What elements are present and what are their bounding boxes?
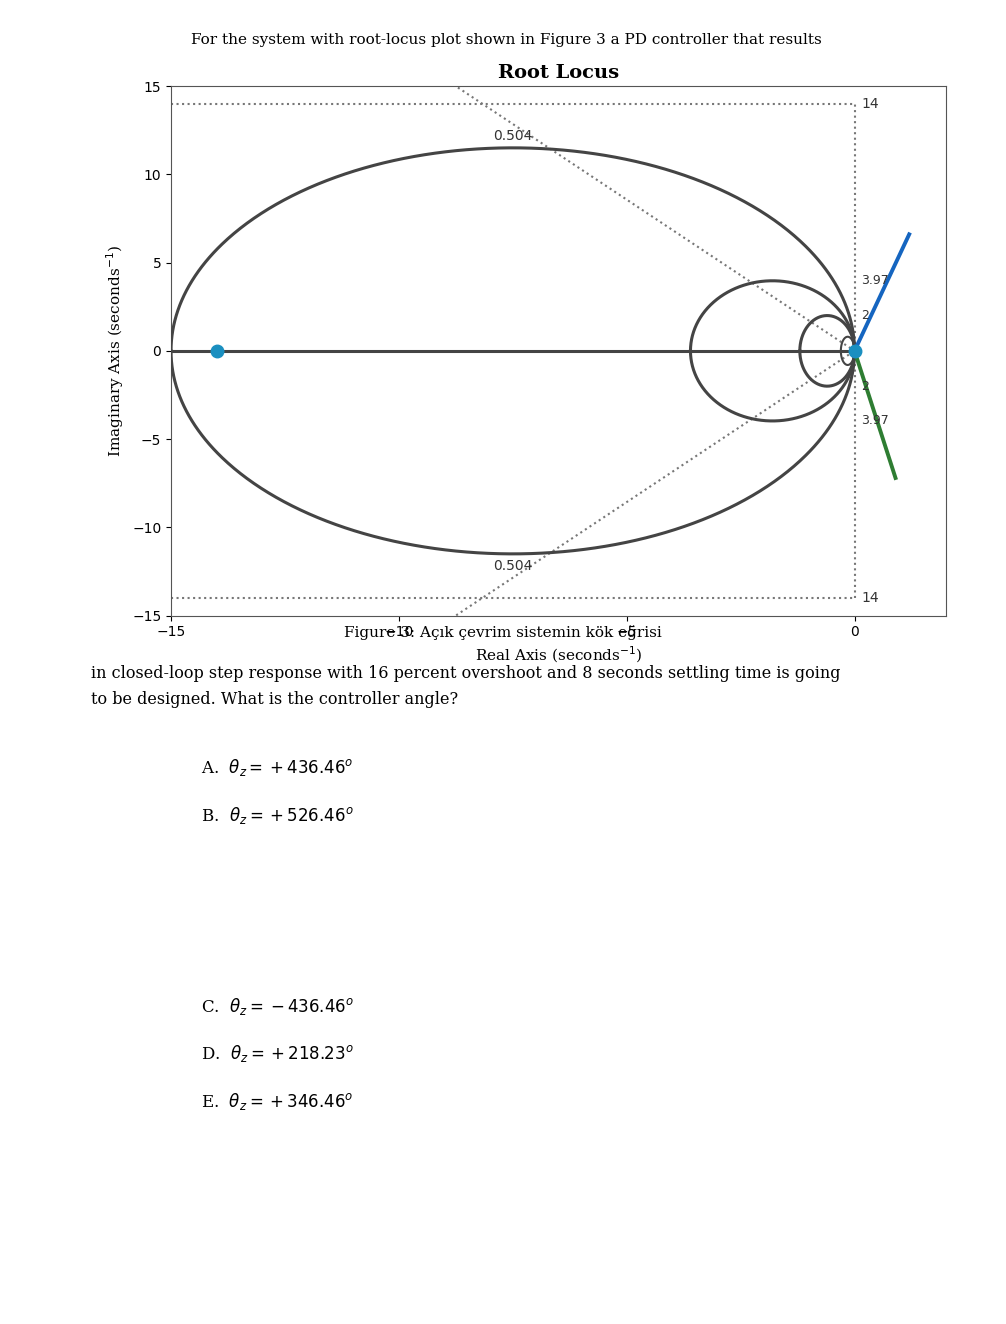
Text: C.  $\theta_z = -436.46^o$: C. $\theta_z = -436.46^o$ xyxy=(201,996,354,1017)
Title: Root Locus: Root Locus xyxy=(498,64,619,82)
Text: E.  $\theta_z = +346.46^o$: E. $\theta_z = +346.46^o$ xyxy=(201,1091,354,1112)
Text: 2: 2 xyxy=(861,308,869,322)
Text: in closed-loop step response with 16 percent overshoot and 8 seconds settling ti: in closed-loop step response with 16 per… xyxy=(91,665,840,708)
X-axis label: Real Axis (seconds$^{-1}$): Real Axis (seconds$^{-1}$) xyxy=(475,645,642,666)
Text: 0.504: 0.504 xyxy=(493,559,532,573)
Text: A.  $\theta_z = +436.46^o$: A. $\theta_z = +436.46^o$ xyxy=(201,757,354,779)
Text: 14: 14 xyxy=(861,97,879,111)
Y-axis label: Imaginary Axis (seconds$^{-1}$): Imaginary Axis (seconds$^{-1}$) xyxy=(105,245,127,457)
Text: D.  $\theta_z = +218.23^o$: D. $\theta_z = +218.23^o$ xyxy=(201,1043,354,1064)
Text: B.  $\theta_z = +526.46^o$: B. $\theta_z = +526.46^o$ xyxy=(201,805,354,826)
Text: 14: 14 xyxy=(861,591,879,605)
Text: 3.97: 3.97 xyxy=(861,274,889,287)
Text: Figure 3: Açık çevrim sistemin kök eğrisi: Figure 3: Açık çevrim sistemin kök eğris… xyxy=(344,625,662,639)
Text: 2: 2 xyxy=(861,380,869,393)
Text: 0.504: 0.504 xyxy=(493,128,532,143)
Text: 3.97: 3.97 xyxy=(861,414,889,428)
Text: For the system with root-locus plot shown in Figure 3 a PD controller that resul: For the system with root-locus plot show… xyxy=(191,33,822,48)
